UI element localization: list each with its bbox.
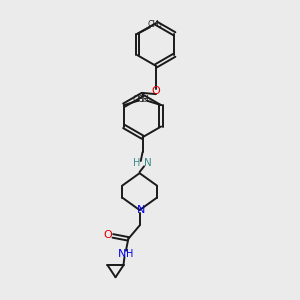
- Text: CH₃: CH₃: [133, 95, 148, 104]
- Text: CH₃: CH₃: [148, 20, 163, 29]
- Text: N: N: [118, 249, 126, 259]
- Text: H: H: [126, 249, 134, 259]
- Text: H: H: [133, 158, 140, 168]
- Text: O: O: [104, 230, 112, 240]
- Text: N: N: [144, 158, 152, 168]
- Text: CH₃: CH₃: [137, 95, 152, 104]
- Text: N: N: [137, 205, 145, 215]
- Text: O: O: [152, 85, 160, 96]
